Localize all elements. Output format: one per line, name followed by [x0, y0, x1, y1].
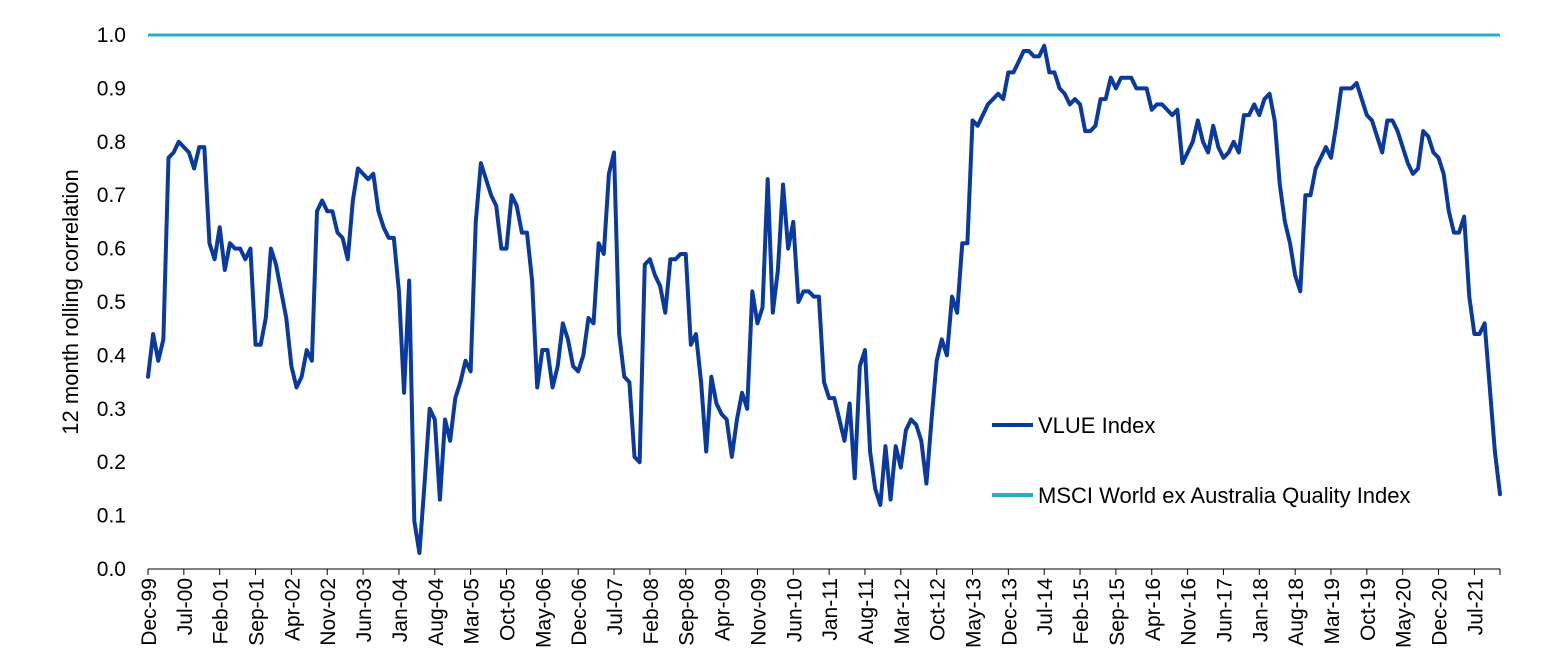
y-tick-label: 0.4 [97, 344, 127, 367]
x-tick-label: Nov-09 [747, 578, 770, 646]
y-tick-label: 0.5 [97, 291, 126, 314]
x-tick-label: Jul-14 [1034, 578, 1057, 636]
x-tick-label: Oct-12 [927, 578, 950, 641]
x-tick-label: Oct-05 [496, 578, 519, 641]
x-tick-label: Dec-99 [138, 578, 161, 646]
legend: VLUE Index MSCI World ex Australia Quali… [992, 413, 1411, 508]
x-tick-label: Dec-20 [1429, 578, 1452, 646]
x-tick-label: Jun-10 [783, 578, 806, 642]
y-tick-label: 0.0 [97, 558, 126, 581]
x-tick-label: Jan-04 [389, 578, 412, 643]
x-axis: Dec-99 Jul-00 Feb-01 Sep-01 Apr-02 Nov-02 Jun-… [138, 568, 1501, 648]
x-tick-label: Nov-16 [1178, 578, 1201, 646]
x-tick-label: Nov-02 [317, 578, 340, 646]
x-tick-label: Sep-01 [246, 578, 269, 646]
legend-label-vlue: VLUE Index [1038, 413, 1155, 438]
y-axis: 0.0 0.1 0.2 0.3 0.4 0.5 0.6 0.7 0.8 0.9 1.0 [97, 24, 127, 581]
y-tick-label: 1.0 [97, 24, 126, 47]
x-tick-label: Mar-05 [461, 578, 484, 645]
x-tick-label: Mar-19 [1321, 578, 1344, 645]
x-tick-label: May-13 [963, 578, 986, 648]
y-tick-label: 0.7 [97, 184, 126, 207]
x-tick-label: Aug-11 [855, 578, 878, 644]
x-tick-label: Aug-04 [425, 578, 448, 646]
x-tick-label: Aug-18 [1285, 578, 1308, 646]
y-tick-label: 0.1 [97, 505, 126, 528]
x-tick-label: Jun-03 [353, 578, 376, 642]
x-tick-label: Sep-08 [676, 578, 699, 646]
y-tick-label: 0.3 [97, 398, 126, 421]
y-axis-title: 12 month rolling correlation [58, 169, 83, 434]
y-tick-label: 0.2 [97, 451, 126, 474]
x-tick-label: May-20 [1393, 578, 1416, 648]
series-layer [146, 33, 1502, 555]
x-tick-label: Feb-15 [1070, 578, 1093, 645]
x-tick-label: Dec-06 [568, 578, 591, 646]
x-tick-label: Mar-12 [891, 578, 914, 645]
x-tick-label: Jul-00 [174, 578, 197, 635]
y-tick-label: 0.8 [97, 131, 126, 154]
series-line-vlue [146, 43, 1502, 555]
x-tick-label: Dec-13 [998, 578, 1021, 646]
x-tick-label: Apr-16 [1142, 578, 1165, 641]
x-tick-label: Jul-21 [1464, 578, 1487, 635]
x-tick-label: Oct-19 [1357, 578, 1380, 641]
x-tick-label: Apr-02 [281, 578, 304, 641]
x-tick-label: May-06 [532, 578, 555, 648]
y-tick-label: 0.9 [97, 77, 126, 100]
y-tick-label: 0.6 [97, 238, 126, 261]
x-tick-label: Sep-15 [1106, 578, 1129, 646]
x-tick-label: Apr-09 [712, 578, 735, 641]
legend-label-msci-quality: MSCI World ex Australia Quality Index [1038, 483, 1411, 508]
x-tick-label: Jan-18 [1249, 578, 1272, 642]
x-tick-label: Jul-07 [604, 578, 627, 635]
x-tick-label: Jan-11 [819, 578, 842, 641]
x-tick-label: Feb-01 [210, 578, 233, 645]
x-tick-label: Jun-17 [1213, 578, 1236, 642]
x-tick-label: Feb-08 [640, 578, 663, 645]
